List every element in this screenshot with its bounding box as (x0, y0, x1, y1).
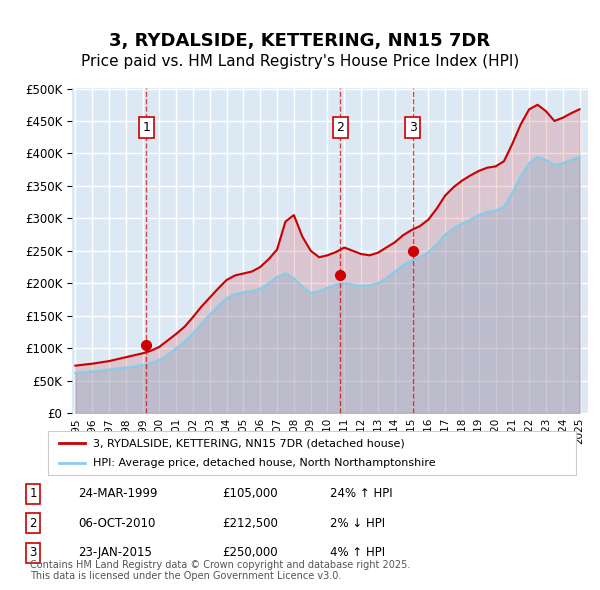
Text: 3, RYDALSIDE, KETTERING, NN15 7DR (detached house): 3, RYDALSIDE, KETTERING, NN15 7DR (detac… (93, 438, 404, 448)
Text: 06-OCT-2010: 06-OCT-2010 (78, 517, 155, 530)
Text: £105,000: £105,000 (222, 487, 278, 500)
Text: HPI: Average price, detached house, North Northamptonshire: HPI: Average price, detached house, Nort… (93, 458, 436, 467)
Text: 24% ↑ HPI: 24% ↑ HPI (330, 487, 392, 500)
Text: 2: 2 (29, 517, 37, 530)
Text: 3: 3 (29, 546, 37, 559)
Text: 2% ↓ HPI: 2% ↓ HPI (330, 517, 385, 530)
Text: 3, RYDALSIDE, KETTERING, NN15 7DR: 3, RYDALSIDE, KETTERING, NN15 7DR (109, 32, 491, 50)
Text: Price paid vs. HM Land Registry's House Price Index (HPI): Price paid vs. HM Land Registry's House … (81, 54, 519, 70)
Text: £212,500: £212,500 (222, 517, 278, 530)
Text: 1: 1 (143, 121, 151, 134)
Text: £250,000: £250,000 (222, 546, 278, 559)
Text: 3: 3 (409, 121, 416, 134)
Text: 23-JAN-2015: 23-JAN-2015 (78, 546, 152, 559)
Text: Contains HM Land Registry data © Crown copyright and database right 2025.
This d: Contains HM Land Registry data © Crown c… (30, 559, 410, 581)
Text: 4% ↑ HPI: 4% ↑ HPI (330, 546, 385, 559)
Text: 1: 1 (29, 487, 37, 500)
Text: 24-MAR-1999: 24-MAR-1999 (78, 487, 157, 500)
Text: 2: 2 (337, 121, 344, 134)
